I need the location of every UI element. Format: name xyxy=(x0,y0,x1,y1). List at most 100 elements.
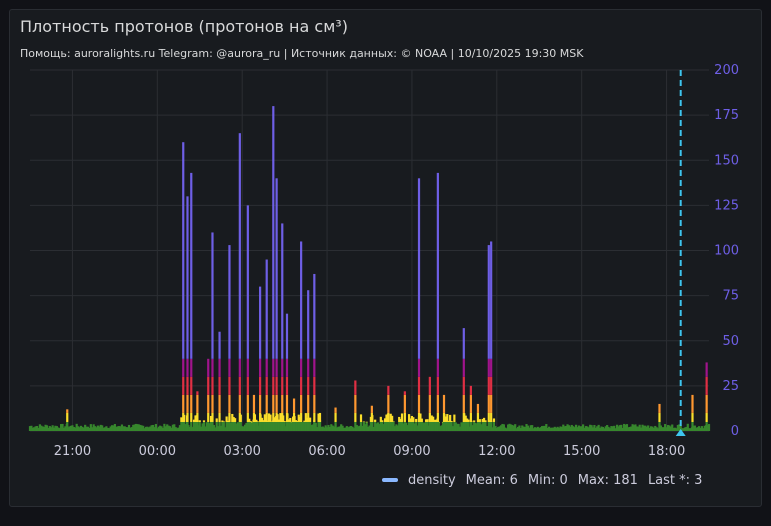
baseline-bar xyxy=(198,420,201,422)
density-spike-bar xyxy=(182,394,185,413)
baseline-bar xyxy=(381,420,384,422)
baseline-bar xyxy=(335,427,339,431)
x-tick-label: 09:00 xyxy=(393,444,430,459)
baseline-bar xyxy=(434,421,438,431)
baseline-bar xyxy=(673,427,677,431)
x-tick-label: 12:00 xyxy=(478,444,515,459)
baseline-bar xyxy=(412,417,415,422)
baseline-bar xyxy=(621,427,624,431)
density-spike-bar xyxy=(259,376,262,395)
density-spike-bar xyxy=(658,421,661,431)
baseline-bar xyxy=(71,425,74,431)
density-spike-bar xyxy=(469,412,472,422)
density-spike-bar xyxy=(300,421,303,431)
y-tick-label: 0 xyxy=(731,424,739,439)
baseline-bar xyxy=(422,422,425,431)
density-spike-bar xyxy=(238,376,241,395)
baseline-bar xyxy=(492,418,496,422)
density-spike-bar xyxy=(238,412,241,422)
y-tick-label: 125 xyxy=(714,198,739,213)
baseline-bar xyxy=(294,420,298,422)
baseline-bar xyxy=(444,421,447,431)
baseline-bar xyxy=(140,425,143,431)
baseline-bar xyxy=(471,425,474,431)
baseline-bar xyxy=(142,425,145,431)
baseline-bar xyxy=(379,421,382,431)
density-spike-bar xyxy=(476,403,480,413)
legend-mean: Mean: 6 xyxy=(465,472,518,488)
density-spike-bar xyxy=(190,376,193,395)
baseline-bar xyxy=(304,421,307,431)
density-spike-bar xyxy=(490,412,493,422)
baseline-bar xyxy=(467,421,470,431)
baseline-bar xyxy=(415,418,418,422)
density-spike-bar xyxy=(417,376,421,395)
baseline-bar xyxy=(480,424,483,431)
density-spike-bar xyxy=(490,358,493,377)
density-spike-bar xyxy=(228,421,231,431)
baseline-bar xyxy=(357,426,360,431)
density-spike-bar xyxy=(265,358,268,377)
baseline-bar xyxy=(102,427,105,431)
density-spike-bar xyxy=(476,421,480,431)
density-spike-bar xyxy=(318,421,322,431)
baseline-bar xyxy=(304,413,307,422)
baseline-bar xyxy=(645,426,648,431)
baseline-bar xyxy=(399,421,402,431)
baseline-bar xyxy=(409,421,412,431)
baseline-bar xyxy=(269,421,272,431)
density-spike-bar xyxy=(462,421,465,431)
density-spike-bar xyxy=(281,358,284,377)
density-spike-bar xyxy=(490,421,493,431)
baseline-bar xyxy=(637,426,640,431)
legend-series-name[interactable]: density xyxy=(408,472,456,488)
baseline-bar xyxy=(368,425,371,431)
baseline-bar xyxy=(464,421,467,431)
baseline-bar xyxy=(579,426,582,431)
baseline-bar xyxy=(324,425,327,431)
baseline-bar xyxy=(672,427,675,431)
baseline-bar xyxy=(256,421,259,422)
baseline-bar xyxy=(420,421,423,431)
baseline-bar xyxy=(350,425,353,431)
baseline-bar xyxy=(344,427,347,431)
baseline-bar xyxy=(38,424,42,431)
baseline-bar xyxy=(533,427,537,431)
baseline-bar xyxy=(651,426,654,431)
baseline-bar xyxy=(149,426,152,431)
density-spike-bar xyxy=(436,394,439,413)
baseline-bar xyxy=(644,425,647,431)
baseline-bar xyxy=(176,428,179,431)
baseline-bar xyxy=(574,424,578,431)
baseline-bar xyxy=(60,424,63,431)
baseline-bar xyxy=(669,426,672,431)
baseline-bar xyxy=(432,421,435,431)
baseline-bar xyxy=(608,428,612,431)
density-spike-bar xyxy=(211,412,214,422)
baseline-bar xyxy=(580,426,583,431)
density-spike-bar xyxy=(354,421,357,431)
baseline-bar xyxy=(398,421,401,431)
baseline-bar xyxy=(419,421,422,431)
density-spike-bar xyxy=(281,421,284,431)
baseline-bar xyxy=(249,421,252,422)
baseline-bar xyxy=(664,424,667,431)
baseline-bar xyxy=(577,425,580,431)
baseline-bar xyxy=(359,414,363,422)
baseline-bar xyxy=(212,425,215,431)
density-spike-bar xyxy=(211,394,214,413)
baseline-bar xyxy=(170,427,173,431)
baseline-bar xyxy=(78,427,81,431)
density-spike-bar xyxy=(182,358,185,377)
density-spike-bar xyxy=(300,241,303,359)
baseline-bar xyxy=(481,418,484,422)
baseline-bar xyxy=(109,426,112,431)
baseline-bar xyxy=(430,421,433,431)
legend-swatch xyxy=(382,478,398,482)
baseline-bar xyxy=(362,421,365,423)
baseline-bar xyxy=(279,413,282,422)
baseline-bar xyxy=(671,424,674,431)
density-spike-bar xyxy=(275,412,278,422)
baseline-bar xyxy=(434,419,438,422)
baseline-bar xyxy=(596,426,599,431)
